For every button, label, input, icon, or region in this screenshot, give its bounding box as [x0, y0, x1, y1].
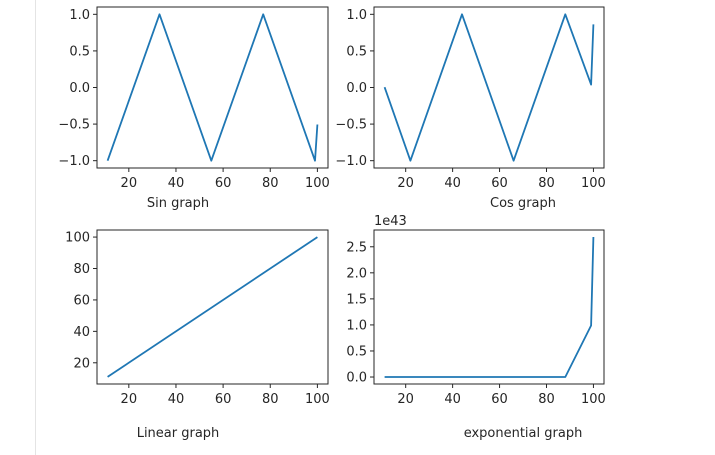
y-tick-label: 80 — [73, 262, 90, 277]
x-tick-label: 60 — [491, 392, 508, 407]
x-tick-label: 100 — [305, 392, 330, 407]
y-tick-label: 0.5 — [346, 44, 367, 59]
x-axis-label: Sin graph — [147, 196, 209, 211]
x-tick-label: 80 — [538, 176, 555, 191]
y-tick-label: 1.0 — [69, 8, 90, 23]
x-tick-label: 80 — [538, 392, 555, 407]
x-tick-label: 40 — [444, 176, 461, 191]
y-tick-label: 0.5 — [69, 44, 90, 59]
y-tick-label: 60 — [73, 293, 90, 308]
x-axis-label: Cos graph — [490, 196, 556, 211]
x-tick-label: 60 — [215, 176, 232, 191]
x-tick-label: 40 — [168, 392, 185, 407]
y-tick-label: 40 — [73, 325, 90, 340]
series-line — [107, 236, 318, 378]
axes-frame — [96, 6, 329, 169]
x-tick-label: 100 — [581, 392, 606, 407]
subplot-0: 20 40 60 80 100 −1.0 −0.5 0.0 0.5 1.0 Sin graph — [58, 6, 330, 211]
subplot-1: 20 40 60 80 100 −1.0 −0.5 0.0 0.5 1.0 Cos graph — [335, 6, 606, 211]
x-axis-label: exponential graph — [464, 426, 583, 441]
axes-frame — [96, 229, 329, 385]
x-tick-label: 60 — [491, 176, 508, 191]
x-tick-label: 20 — [397, 392, 414, 407]
axes-frame — [373, 6, 605, 169]
x-tick-label: 20 — [121, 176, 138, 191]
x-tick-label: 100 — [581, 176, 606, 191]
y-tick-label: −0.5 — [335, 118, 367, 133]
y-tick-label: 2.0 — [346, 266, 367, 281]
series-line — [383, 13, 595, 162]
x-tick-label: 60 — [215, 392, 232, 407]
subplot-3: 20 40 60 80 100 0.0 0.5 1.0 1.5 2.0 2.5 1e43 exponen… — [346, 214, 606, 441]
x-tick-label: 40 — [168, 176, 185, 191]
x-tick-label: 100 — [305, 176, 330, 191]
y-tick-label: −1.0 — [335, 154, 367, 169]
y-tick-label: 1.5 — [346, 292, 367, 307]
x-tick-label: 20 — [397, 176, 414, 191]
y-offset-text: 1e43 — [374, 214, 407, 229]
y-tick-label: −0.5 — [58, 118, 90, 133]
subplot-2: 20 40 60 80 100 20 40 60 80 100 Linear graph — [65, 229, 330, 441]
y-tick-label: 100 — [65, 231, 90, 246]
x-tick-label: 20 — [121, 392, 138, 407]
y-tick-label: 0.0 — [346, 371, 367, 386]
y-tick-label: 1.0 — [346, 8, 367, 23]
y-tick-label: 1.0 — [346, 318, 367, 333]
x-axis-label: Linear graph — [137, 426, 220, 441]
y-tick-label: 0.0 — [346, 81, 367, 96]
y-tick-label: 2.5 — [346, 240, 367, 255]
y-tick-label: −1.0 — [58, 154, 90, 169]
series-line — [384, 236, 595, 378]
axes-frame — [373, 229, 605, 385]
series-line — [106, 13, 319, 162]
x-tick-label: 80 — [262, 392, 279, 407]
y-tick-label: 0.0 — [69, 81, 90, 96]
x-tick-label: 40 — [444, 392, 461, 407]
cell-left-border — [35, 0, 36, 455]
y-tick-label: 0.5 — [346, 344, 367, 359]
x-tick-label: 80 — [262, 176, 279, 191]
y-tick-label: 20 — [73, 356, 90, 371]
